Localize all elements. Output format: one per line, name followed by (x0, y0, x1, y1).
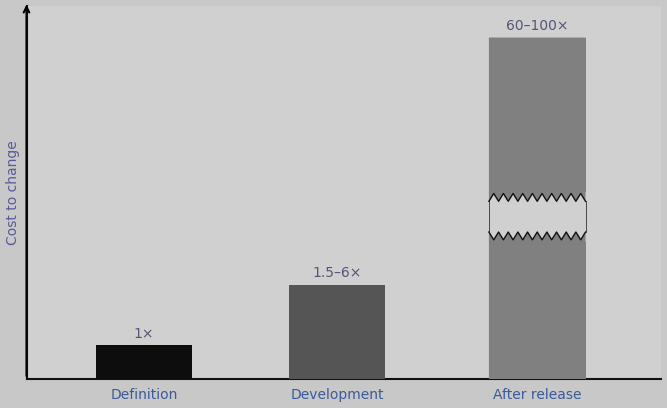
Bar (482, 192, 592, 242)
Y-axis label: Cost to change: Cost to change (5, 140, 19, 244)
Text: 1×: 1× (133, 327, 154, 341)
Bar (489, 38, 586, 201)
Polygon shape (489, 232, 586, 379)
Text: 1.5–6×: 1.5–6× (312, 266, 362, 280)
Bar (289, 284, 386, 379)
Text: 60–100×: 60–100× (506, 19, 568, 33)
Bar (489, 232, 586, 379)
Polygon shape (489, 38, 586, 201)
Bar (95, 345, 192, 379)
